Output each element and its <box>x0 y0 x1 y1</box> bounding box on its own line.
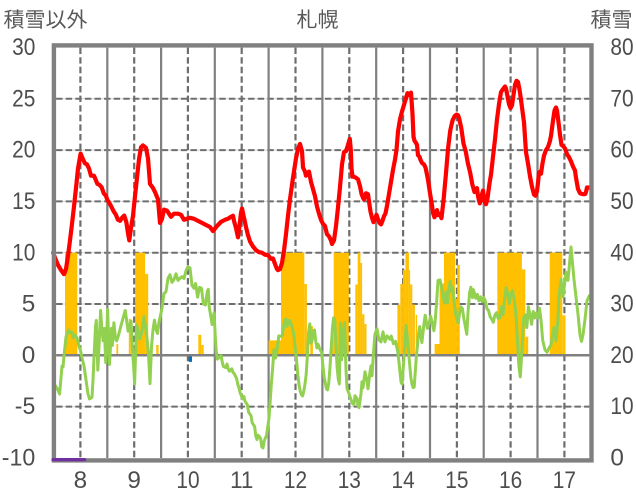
svg-text:60: 60 <box>610 137 633 164</box>
svg-text:15: 15 <box>12 188 35 215</box>
svg-text:25: 25 <box>12 85 35 112</box>
svg-text:16: 16 <box>499 467 522 494</box>
svg-text:9: 9 <box>127 467 141 494</box>
svg-text:8: 8 <box>74 467 88 494</box>
svg-text:30: 30 <box>12 34 35 61</box>
svg-text:40: 40 <box>610 239 633 266</box>
svg-text:70: 70 <box>610 85 633 112</box>
svg-text:50: 50 <box>610 188 633 215</box>
svg-text:5: 5 <box>22 291 36 318</box>
svg-text:10: 10 <box>12 239 35 266</box>
svg-text:20: 20 <box>610 342 633 369</box>
svg-text:-5: -5 <box>15 393 36 420</box>
svg-text:17: 17 <box>553 467 576 494</box>
svg-text:14: 14 <box>391 467 414 494</box>
svg-text:13: 13 <box>338 467 361 494</box>
svg-text:-10: -10 <box>2 445 36 472</box>
svg-text:15: 15 <box>445 467 468 494</box>
svg-text:0: 0 <box>22 342 36 369</box>
svg-text:10: 10 <box>610 393 633 420</box>
svg-text:20: 20 <box>12 137 35 164</box>
svg-text:12: 12 <box>284 467 307 494</box>
svg-text:30: 30 <box>610 291 633 318</box>
svg-text:0: 0 <box>610 445 624 472</box>
svg-text:80: 80 <box>610 34 633 61</box>
svg-text:10: 10 <box>176 467 199 494</box>
svg-text:11: 11 <box>230 467 253 494</box>
